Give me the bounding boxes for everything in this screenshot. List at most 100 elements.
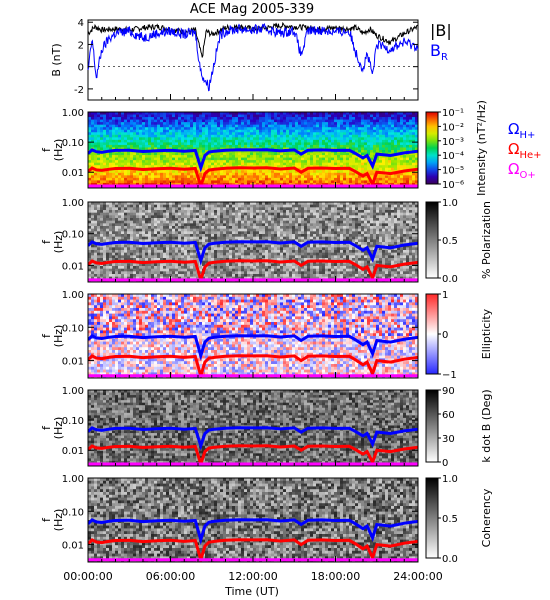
spectrogram-cell [127, 231, 131, 235]
spectrogram-cell [178, 119, 182, 123]
spectrogram-cell [181, 239, 185, 243]
spectrogram-cell [172, 226, 176, 230]
spectrogram-cell [157, 124, 161, 128]
spectrogram-cell [229, 215, 233, 219]
spectrogram-cell [184, 258, 188, 262]
spectrogram-cell [199, 215, 203, 219]
spectrogram-cell [310, 182, 314, 186]
spectrogram-cell [253, 155, 257, 158]
spectrogram-cell [184, 255, 188, 259]
spectrogram-cell [196, 139, 200, 143]
spectrogram-cell [277, 142, 281, 146]
spectrogram-cell [187, 175, 191, 179]
spectrogram-cell [223, 258, 227, 262]
spectrogram-cell [247, 242, 251, 246]
spectrogram-cell [292, 144, 296, 148]
spectrogram-cell [133, 112, 137, 115]
spectrogram-cell [208, 112, 212, 115]
spectrogram-cell [112, 274, 116, 278]
spectrogram-cell [298, 180, 302, 184]
spectrogram-cell [172, 268, 176, 272]
spectrogram-cell [97, 207, 101, 211]
spectrogram-cell [193, 276, 197, 280]
spectrogram-cell [178, 202, 182, 206]
spectrogram-cell [145, 132, 149, 136]
spectrogram-cell [247, 112, 251, 115]
spectrogram-cell [226, 215, 230, 219]
spectrogram-cell [178, 134, 182, 138]
spectrogram-cell [343, 152, 347, 156]
spectrogram-cell [409, 124, 413, 128]
spectrogram-cell [121, 162, 125, 166]
spectrogram-cell [247, 271, 251, 275]
spectrogram-cell [232, 266, 236, 270]
spectrogram-cell [205, 150, 209, 153]
spectrogram-cell [271, 177, 275, 181]
spectrogram-cell [115, 212, 119, 216]
spectrogram-cell [151, 129, 155, 133]
spectrogram-cell [268, 137, 272, 141]
spectrogram-cell [229, 202, 233, 206]
spectrogram-cell [211, 142, 215, 146]
b-field-frame [87, 19, 419, 101]
spectrogram-cell [250, 210, 254, 214]
spectrogram-cell [295, 139, 299, 143]
spectrogram-cell [226, 114, 230, 118]
spectrogram-cell [274, 129, 278, 133]
spectrogram-cell [88, 252, 92, 256]
spectrogram-cell [328, 137, 332, 141]
spectrogram-cell [358, 129, 362, 133]
spectrogram-cell [388, 150, 392, 153]
spectrogram-cell [358, 127, 362, 131]
spectrogram-cell [268, 117, 272, 120]
spectrogram-cell [373, 117, 377, 120]
spectrogram-cell [187, 172, 191, 176]
spectrogram-cell [142, 165, 146, 169]
spectrogram-cell [172, 122, 176, 126]
spectrogram-cell [142, 170, 146, 174]
spectrogram-cell [202, 132, 206, 136]
spectrogram-cell [175, 266, 179, 270]
spectrogram-cell [121, 236, 125, 240]
spectrogram-cell [199, 175, 203, 179]
spectrogram-cell [166, 266, 170, 270]
spectrogram-cell [208, 162, 212, 166]
spectrogram-cell [211, 134, 215, 138]
spectrogram-cell [304, 127, 308, 131]
spectrogram-cell [220, 122, 224, 126]
spectrogram-cell [268, 114, 272, 118]
spectrogram-cell [193, 182, 197, 186]
spectrogram-cell [325, 124, 329, 128]
spectrogram-cell [106, 180, 110, 184]
spectrogram-cell [310, 180, 314, 184]
spectrogram-cell [232, 177, 236, 181]
spectrogram-cell [364, 180, 368, 184]
spectrogram-cell [238, 114, 242, 118]
spectrogram-cell [106, 220, 110, 224]
spectrogram-cell [130, 160, 134, 164]
spectrogram-cell [340, 132, 344, 136]
spectrogram-cell [310, 160, 314, 164]
spectrogram-cell [106, 147, 110, 151]
spectrogram-cell [415, 144, 418, 148]
spectrogram-cell [109, 252, 113, 256]
spectrogram-cell [241, 250, 245, 254]
spectrogram-cell [136, 263, 140, 267]
spectrogram-cell [346, 160, 350, 164]
spectrogram-cell [217, 231, 221, 235]
spectrogram-cell [118, 132, 122, 136]
spectrogram-cell [97, 155, 101, 158]
spectrogram-cell [136, 268, 140, 272]
spectrogram-cell [181, 244, 185, 248]
spectrogram-cell [307, 165, 311, 169]
spectrogram-cell [172, 239, 176, 243]
spectrogram-cell [196, 150, 200, 153]
spectrogram-cell [277, 177, 281, 181]
spectrogram-cell [382, 127, 386, 131]
spectrogram-cell [340, 127, 344, 131]
spectrogram-cell [136, 274, 140, 278]
spectrogram-cell [325, 117, 329, 120]
spectrogram-cell [250, 134, 254, 138]
spectrogram-cell [109, 129, 113, 133]
spectrogram-cell [181, 276, 185, 280]
